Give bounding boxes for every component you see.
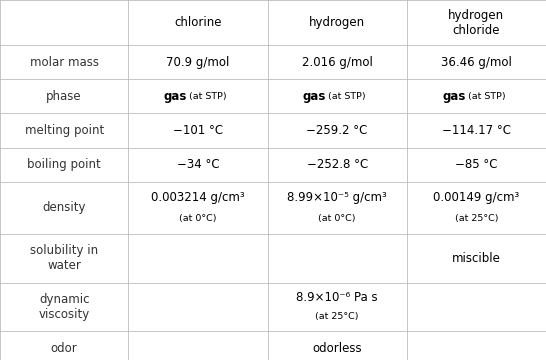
Text: (at 25°C): (at 25°C) [455,214,498,223]
Text: gas: gas [442,90,465,103]
Text: 0.003214 g/cm³: 0.003214 g/cm³ [151,191,245,204]
Text: (at STP): (at STP) [328,92,366,101]
Text: 8.99×10⁻⁵ g/cm³: 8.99×10⁻⁵ g/cm³ [287,191,387,204]
Text: 70.9 g/mol: 70.9 g/mol [166,55,230,69]
Text: dynamic
viscosity: dynamic viscosity [39,293,90,321]
Text: −252.8 °C: −252.8 °C [306,158,368,171]
Text: −114.17 °C: −114.17 °C [442,124,511,137]
Text: −101 °C: −101 °C [173,124,223,137]
Text: 8.9×10⁻⁶ Pa s: 8.9×10⁻⁶ Pa s [296,291,378,304]
Text: odorless: odorless [312,342,362,355]
Text: −34 °C: −34 °C [176,158,219,171]
Text: melting point: melting point [25,124,104,137]
Text: hydrogen
chloride: hydrogen chloride [448,9,505,36]
Text: gas: gas [303,90,326,103]
Text: (at 25°C): (at 25°C) [316,312,359,321]
Text: −85 °C: −85 °C [455,158,497,171]
Text: boiling point: boiling point [27,158,101,171]
Text: hydrogen: hydrogen [309,16,365,29]
Text: (at STP): (at STP) [189,92,227,101]
Text: (at 0°C): (at 0°C) [318,214,356,223]
Text: phase: phase [46,90,82,103]
Text: −259.2 °C: −259.2 °C [306,124,368,137]
Text: solubility in
water: solubility in water [30,244,98,272]
Text: 0.00149 g/cm³: 0.00149 g/cm³ [434,191,519,204]
Text: molar mass: molar mass [29,55,99,69]
Text: density: density [43,201,86,215]
Text: gas: gas [164,90,187,103]
Text: chlorine: chlorine [174,16,222,29]
Text: (at 0°C): (at 0°C) [179,214,217,223]
Text: (at STP): (at STP) [467,92,505,101]
Text: odor: odor [51,342,78,355]
Text: 2.016 g/mol: 2.016 g/mol [302,55,372,69]
Text: 36.46 g/mol: 36.46 g/mol [441,55,512,69]
Text: miscible: miscible [452,252,501,265]
